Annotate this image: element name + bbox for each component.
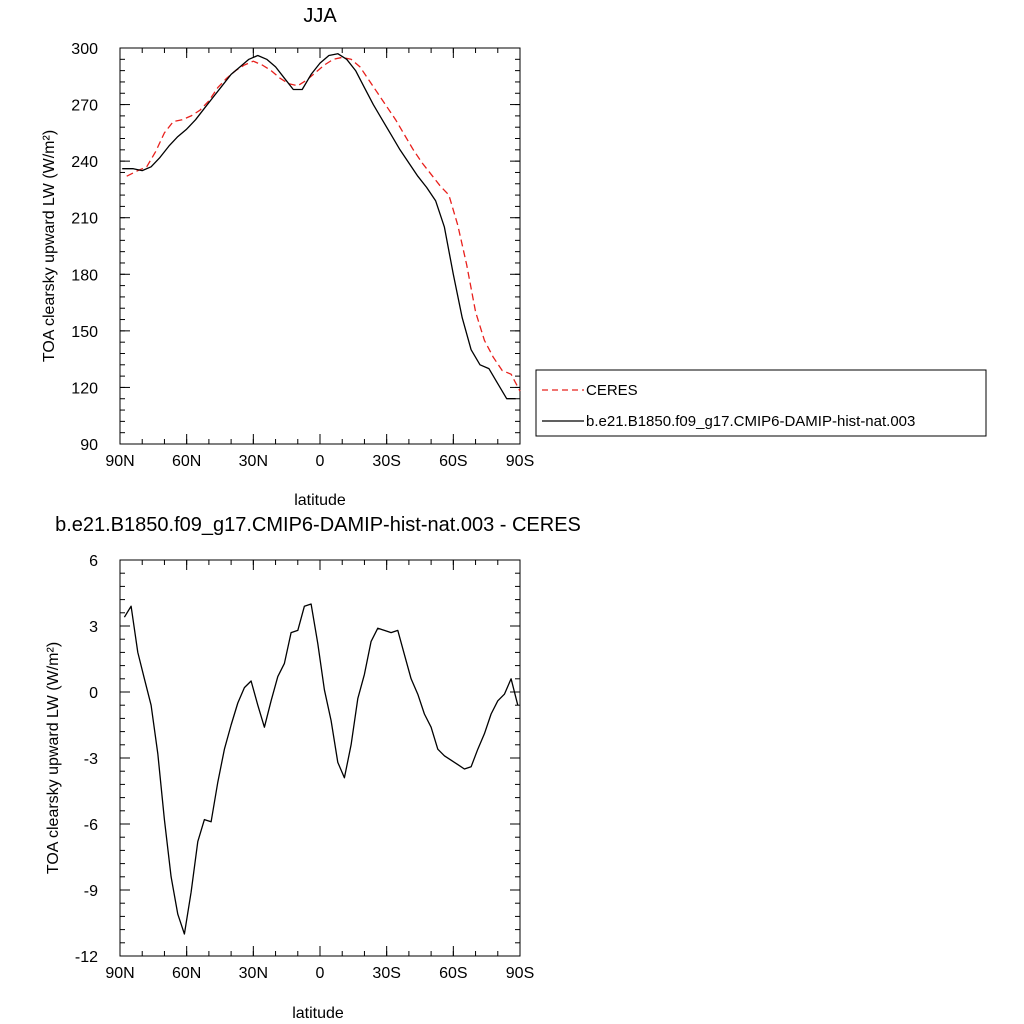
legend-label-model: b.e21.B1850.f09_g17.CMIP6-DAMIP-hist-nat…	[586, 413, 915, 430]
chart2-y-tick-label: 0	[89, 685, 98, 702]
chart1-x-tick-label: 60S	[439, 453, 467, 470]
chart1-x-tick-label: 0	[316, 453, 325, 470]
legend-label-ceres: CERES	[586, 382, 638, 399]
chart1-y-tick-label: 180	[71, 267, 98, 284]
chart2-series-line-0	[123, 603, 519, 935]
chart1-y-tick-label: 270	[71, 98, 98, 115]
chart2-x-tick-label: 30N	[239, 965, 268, 982]
chart1-y-tick-label: 210	[71, 211, 98, 228]
chart1-frame	[119, 47, 521, 445]
chart1-title: JJA	[303, 5, 337, 27]
chart2-y-tick-label: -6	[84, 817, 98, 834]
chart1-x-tick-label: 90S	[506, 453, 534, 470]
chart1-x-tick-label: 30N	[239, 453, 268, 470]
chart1-y-tick-label: 150	[71, 324, 98, 341]
chart1-series-line-0	[126, 56, 521, 392]
chart1-y-tick-label: 300	[71, 41, 98, 58]
chart2-plot-area: 90N 60N 30N 0 30S 60S 90S -12 -9 -6 -3 0 3 6	[75, 553, 534, 982]
chart2-y-tick-label: -12	[75, 949, 98, 966]
chart1-y-tick-label: 240	[71, 154, 98, 171]
chart1-x-tick-label: 30S	[372, 453, 400, 470]
chart2-y-tick-label: 3	[89, 619, 98, 636]
chart2-x-tick-label: 90S	[506, 965, 534, 982]
chart2-x-tick-label: 0	[316, 965, 325, 982]
chart2-x-tick-label: 30S	[372, 965, 400, 982]
chart2-x-tick-label: 90N	[105, 965, 134, 982]
legend-box	[535, 369, 987, 437]
chart1-x-tick-label: 60N	[172, 453, 201, 470]
chart1-ylabel: TOA clearsky upward LW (W/m²)	[41, 130, 58, 362]
chart1-y-tick-label: 120	[71, 380, 98, 397]
chart1-series-line-1	[122, 53, 516, 400]
chart2-x-tick-label: 60N	[172, 965, 201, 982]
chart2-frame	[119, 559, 521, 957]
chart1-plot-area: 90N 60N 30N 0 30S 60S 90S 90 120 150 180 210 240 270 3…	[71, 41, 534, 470]
chart1-y-tick-label: 90	[80, 437, 98, 454]
chart2-ylabel: TOA clearsky upward LW (W/m²)	[45, 642, 62, 874]
chart2-y-tick-label: 6	[89, 553, 98, 570]
chart2-xlabel: latitude	[292, 1005, 344, 1022]
chart2-x-tick-label: 60S	[439, 965, 467, 982]
chart2-y-tick-label: -3	[84, 751, 98, 768]
chart2-y-tick-label: -9	[84, 883, 98, 900]
chart1-legend: CERES b.e21.B1850.f09_g17.CMIP6-DAMIP-hi…	[535, 369, 987, 437]
chart2-title: b.e21.B1850.f09_g17.CMIP6-DAMIP-hist-nat…	[55, 514, 581, 536]
chart1-x-tick-label: 90N	[105, 453, 134, 470]
chart1-xlabel: latitude	[294, 492, 346, 509]
